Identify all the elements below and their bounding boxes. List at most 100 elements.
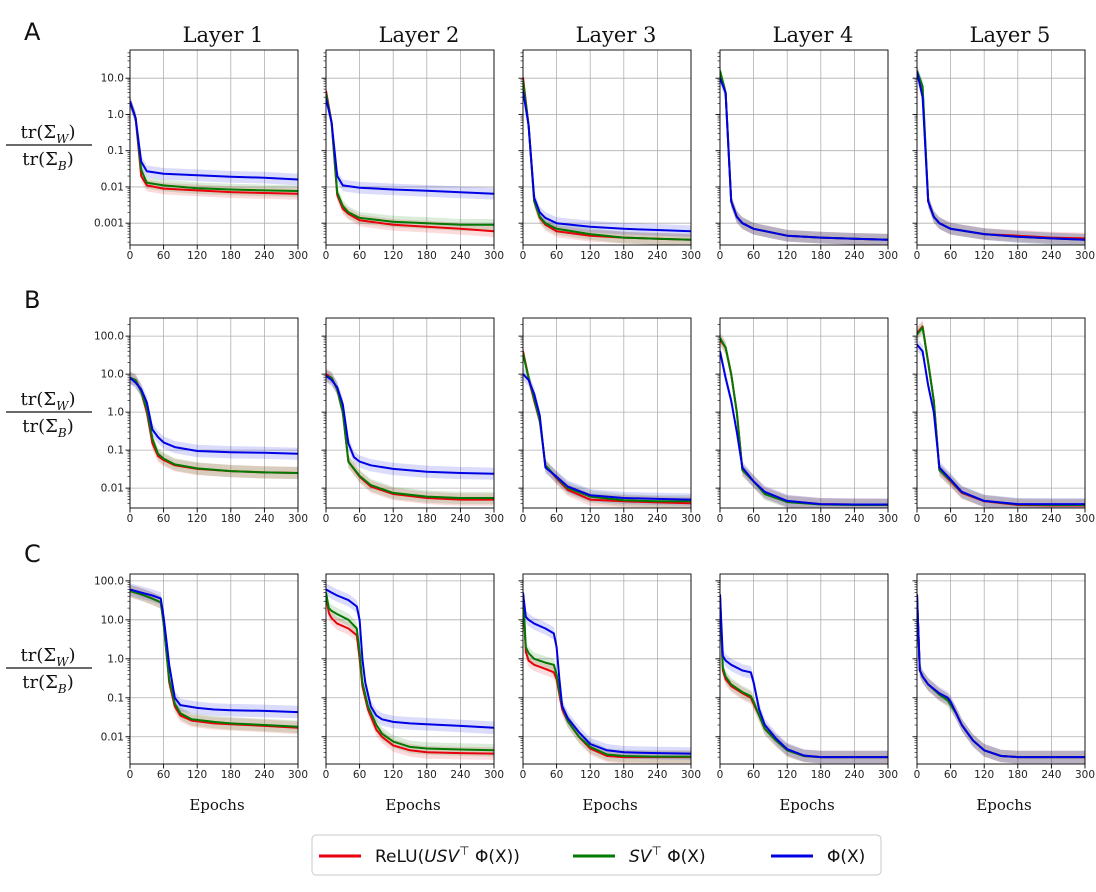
- legend-label-sv: SV⊤ Φ(X): [629, 844, 706, 867]
- plot-frame: [129, 317, 299, 509]
- x-tick-label: 0: [717, 250, 724, 262]
- column-title-1: Layer 1: [183, 23, 264, 47]
- x-tick-label: 240: [1041, 769, 1061, 781]
- x-tick-label: 300: [484, 250, 504, 262]
- panel-A-4: 0 60 120 180 240 300: [715, 49, 898, 262]
- band-relu: [326, 368, 494, 506]
- svg-text:tr(ΣW): tr(ΣW): [21, 122, 76, 146]
- x-tick-label: 0: [323, 769, 330, 781]
- column-title-5: Layer 5: [970, 23, 1051, 47]
- x-tick-label: 180: [614, 769, 634, 781]
- x-tick-label: 240: [647, 769, 667, 781]
- band-relu: [130, 96, 298, 200]
- x-tick-label: 240: [647, 250, 667, 262]
- band-sv: [326, 87, 494, 231]
- band-phi: [130, 95, 298, 186]
- y-tick-label: 0.001: [94, 218, 124, 230]
- y-tick-label: 1.0: [107, 653, 124, 665]
- x-tick-label: 300: [1075, 513, 1095, 525]
- x-axis-label: Epochs: [189, 796, 244, 814]
- series-line-relu: [917, 71, 1085, 240]
- x-tick-label: 240: [450, 769, 470, 781]
- series-line-sv: [523, 353, 691, 503]
- panel-A-5: 0 60 120 180 240 300: [912, 49, 1095, 262]
- band-phi: [917, 66, 1085, 245]
- plot-frame: [916, 573, 1086, 765]
- series-line-phi: [917, 343, 1085, 506]
- band-relu: [523, 345, 691, 508]
- y-tick-label: 1.0: [107, 407, 124, 419]
- x-tick-label: 300: [1075, 769, 1095, 781]
- series-line-relu: [917, 594, 1085, 759]
- band-phi: [326, 92, 494, 200]
- x-tick-label: 240: [844, 769, 864, 781]
- series-line-sv: [720, 337, 888, 506]
- x-tick-label: 120: [974, 769, 994, 781]
- band-sv: [326, 369, 494, 505]
- x-tick-label: 60: [747, 769, 760, 781]
- x-tick-label: 0: [914, 250, 921, 262]
- x-tick-label: 300: [878, 769, 898, 781]
- series-line-sv: [917, 594, 1085, 759]
- y-tick-label: 0.1: [107, 445, 124, 457]
- legend-label-phi: Φ(X): [827, 847, 865, 867]
- x-tick-label: 180: [1008, 513, 1028, 525]
- x-tick-label: 240: [1041, 250, 1061, 262]
- legend: ReLU(USV⊤ Φ(X)) SV⊤ Φ(X) Φ(X): [311, 834, 882, 876]
- x-tick-label: 300: [681, 513, 701, 525]
- x-tick-label: 120: [187, 769, 207, 781]
- y-tick-label: 10.0: [101, 614, 124, 626]
- x-tick-label: 180: [811, 250, 831, 262]
- series-line-relu: [720, 72, 888, 241]
- panel-B-1: 0.01 0.1 1.0 10.0 100.0 0 60 120 180 240 300: [94, 317, 308, 525]
- x-tick-label: 60: [353, 769, 366, 781]
- x-tick-label: 60: [157, 250, 170, 262]
- plot-frame: [129, 573, 299, 765]
- x-tick-label: 300: [484, 769, 504, 781]
- x-tick-label: 0: [520, 250, 527, 262]
- x-tick-label: 0: [520, 513, 527, 525]
- series-line-phi: [523, 90, 691, 233]
- x-tick-label: 180: [221, 250, 241, 262]
- x-tick-label: 300: [1075, 250, 1095, 262]
- x-tick-label: 240: [450, 250, 470, 262]
- x-tick-label: 180: [614, 250, 634, 262]
- x-tick-label: 60: [747, 513, 760, 525]
- row-label-B: B: [24, 286, 40, 314]
- x-tick-label: 180: [417, 769, 437, 781]
- band-phi: [720, 72, 888, 245]
- x-tick-label: 120: [187, 513, 207, 525]
- series-line-phi: [130, 100, 298, 181]
- band-relu: [130, 371, 298, 480]
- series-line-phi: [326, 375, 494, 475]
- series-line-phi: [523, 373, 691, 501]
- panel-B-5: 0 60 120 180 240 300: [912, 317, 1095, 525]
- x-tick-label: 240: [254, 769, 274, 781]
- x-tick-label: 0: [914, 513, 921, 525]
- x-tick-label: 120: [777, 769, 797, 781]
- plot-frame: [325, 573, 495, 765]
- row-label-A: A: [24, 18, 41, 46]
- x-tick-label: 60: [550, 513, 563, 525]
- x-tick-label: 240: [450, 513, 470, 525]
- x-tick-label: 300: [878, 513, 898, 525]
- y-tick-label: 10.0: [101, 369, 124, 381]
- x-tick-label: 180: [417, 250, 437, 262]
- x-tick-label: 240: [647, 513, 667, 525]
- band-sv: [523, 586, 691, 763]
- x-tick-label: 60: [157, 769, 170, 781]
- panel-C-4: 0 60 120 180 240 300 Epochs: [715, 573, 898, 814]
- band-sv: [130, 96, 298, 197]
- legend-label-relu: ReLU(USV⊤ Φ(X)): [375, 844, 520, 867]
- x-tick-label: 0: [127, 769, 134, 781]
- series-line-sv: [917, 70, 1085, 241]
- y-tick-label: 10.0: [101, 73, 124, 85]
- band-sv: [130, 371, 298, 480]
- band-phi: [523, 368, 691, 506]
- panel-C-2: 0 60 120 180 240 300 Epochs: [321, 573, 504, 814]
- plot-frame: [719, 49, 889, 246]
- band-relu: [326, 588, 494, 760]
- plot-frame: [719, 317, 889, 509]
- series-line-relu: [326, 373, 494, 501]
- x-tick-label: 60: [944, 250, 957, 262]
